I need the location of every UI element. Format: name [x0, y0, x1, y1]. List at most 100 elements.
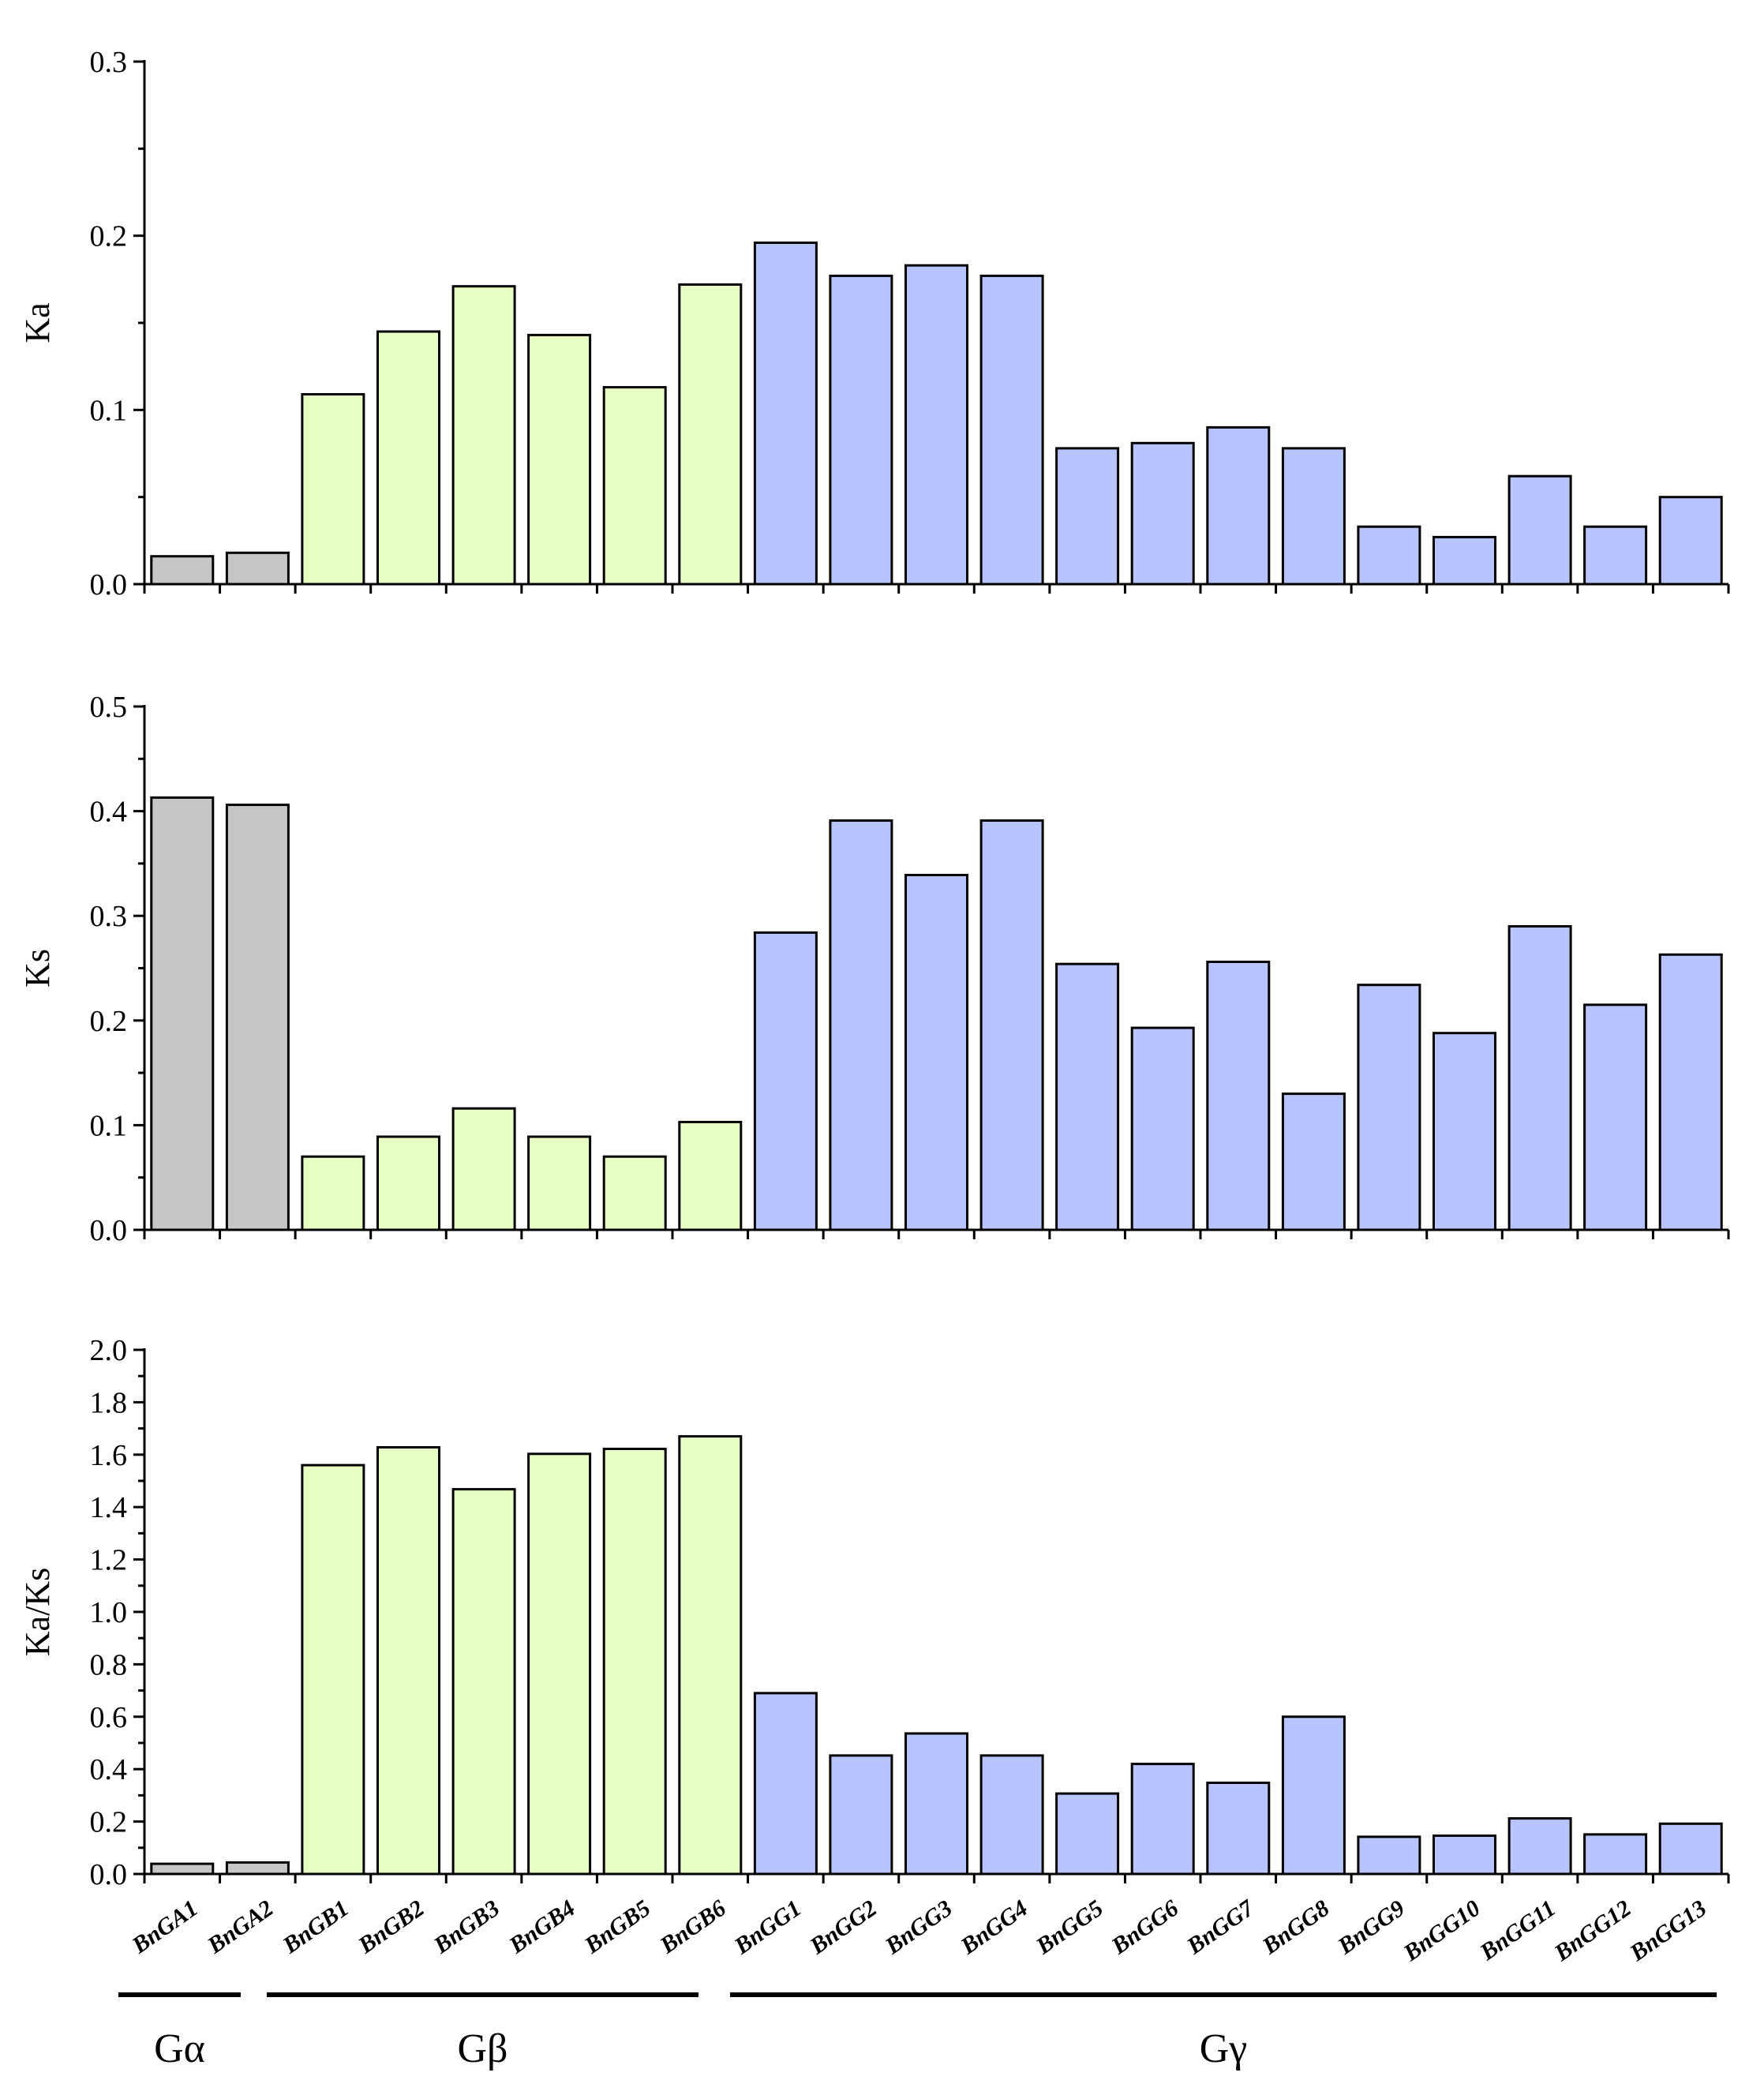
y-tick-label: 0.3	[90, 900, 128, 933]
y-tick-label: 1.2	[90, 1544, 128, 1577]
bar-BnGB2	[376, 1446, 440, 1876]
bar-BnGG5	[1055, 962, 1120, 1231]
bar-BnGG6	[1130, 1026, 1195, 1231]
category-label-BnGG13: BnGG13	[1624, 1895, 1711, 1967]
category-label-BnGB5: BnGB5	[579, 1895, 655, 1959]
bar-BnGA1	[150, 1862, 215, 1876]
bar-BnGA1	[150, 796, 215, 1231]
y-tick-label: 0.6	[90, 1701, 128, 1734]
category-label-BnGB6: BnGB6	[655, 1895, 731, 1959]
category-label-BnGG10: BnGG10	[1399, 1895, 1485, 1967]
y-tick-label: 1.8	[90, 1386, 128, 1419]
bar-BnGB4	[527, 1135, 592, 1231]
y-tick-label: 0.2	[90, 220, 128, 253]
bar-BnGB2	[376, 1135, 440, 1231]
category-label-BnGG3: BnGG3	[880, 1895, 957, 1960]
bar-BnGB5	[602, 1155, 667, 1231]
bar-BnGG8	[1281, 1715, 1346, 1876]
bar-BnGG9	[1357, 1835, 1421, 1876]
bar-BnGA2	[225, 1861, 290, 1876]
bar-BnGG6	[1130, 1763, 1195, 1876]
bar-BnGG12	[1583, 525, 1648, 586]
category-label-BnGA2: BnGA2	[202, 1895, 278, 1959]
group-annotations: Gα Gβ Gγ	[118, 1992, 1717, 2071]
bar-BnGB3	[451, 1488, 516, 1876]
bar-BnGG9	[1357, 984, 1421, 1231]
bar-BnGG4	[979, 1754, 1044, 1876]
bar-BnGG3	[904, 1732, 968, 1876]
bar-BnGB6	[678, 1435, 743, 1876]
y-tick-label: 0.1	[90, 1109, 128, 1142]
bar-BnGG1	[753, 931, 818, 1231]
bar-BnGA2	[225, 551, 290, 586]
category-label-BnGG7: BnGG7	[1182, 1894, 1259, 1960]
chart-panel-ka-ks: 0.0 0.2 0.4 0.6 0.8 1.0 1.2 1.4 1.6 1.8 2.0 Ka/Ks	[18, 1334, 1730, 1891]
bar-BnGG10	[1433, 535, 1496, 586]
group-label-b: Gβ	[457, 2026, 507, 2071]
category-label-BnGG2: BnGG2	[804, 1895, 882, 1960]
group-label-a: Gα	[154, 2026, 205, 2071]
category-label-BnGB3: BnGB3	[429, 1895, 504, 1959]
bar-BnGB3	[451, 1107, 516, 1231]
y-tick-label: 2.0	[90, 1334, 128, 1367]
bar-BnGG3	[904, 264, 968, 586]
bar-BnGG13	[1658, 1822, 1723, 1876]
category-label-BnGG5: BnGG5	[1031, 1895, 1108, 1960]
category-label-BnGG1: BnGG1	[729, 1895, 807, 1960]
y-tick-label: 0.8	[90, 1648, 128, 1681]
y-tick-label: 0.0	[90, 1858, 128, 1891]
bar-BnGA1	[150, 555, 215, 586]
category-label-BnGG8: BnGG8	[1257, 1895, 1335, 1960]
y-axis-title: Ka	[18, 302, 57, 343]
bar-BnGB5	[602, 386, 667, 586]
bar-BnGG11	[1507, 1817, 1572, 1876]
chart-panel-ks: 0.0 0.1 0.2 0.3 0.4 0.5 Ks	[18, 691, 1730, 1247]
bar-BnGG2	[829, 819, 893, 1231]
bar-BnGG11	[1507, 474, 1572, 586]
bar-BnGB1	[301, 1464, 365, 1876]
bar-BnGG8	[1281, 1092, 1346, 1231]
category-label-BnGG11: BnGG11	[1475, 1895, 1561, 1966]
bar-BnGB4	[527, 1452, 592, 1876]
bar-BnGG12	[1583, 1833, 1648, 1876]
y-tick-label: 1.4	[90, 1491, 128, 1524]
category-label-BnGG4: BnGG4	[955, 1895, 1032, 1960]
bar-BnGB5	[602, 1448, 667, 1876]
bar-BnGG10	[1433, 1032, 1496, 1231]
category-label-BnGB1: BnGB1	[278, 1895, 354, 1959]
category-label-BnGB4: BnGB4	[504, 1895, 579, 1959]
bar-BnGG1	[753, 242, 818, 586]
category-label-BnGB2: BnGB2	[353, 1895, 429, 1959]
bar-BnGG4	[979, 274, 1044, 586]
y-tick-label: 1.6	[90, 1439, 128, 1472]
bar-BnGG2	[829, 1754, 893, 1876]
y-tick-label: 0.0	[90, 568, 128, 602]
bar-BnGG10	[1433, 1835, 1496, 1876]
bar-BnGG13	[1658, 953, 1723, 1231]
bar-BnGB2	[376, 330, 440, 586]
bar-BnGA2	[225, 804, 290, 1231]
bar-BnGG7	[1206, 425, 1271, 586]
bar-BnGG9	[1357, 525, 1421, 586]
bar-BnGG3	[904, 874, 968, 1231]
bar-BnGG2	[829, 274, 893, 586]
y-tick-label: 0.2	[90, 1005, 128, 1038]
y-tick-label: 0.0	[90, 1214, 128, 1247]
bar-BnGG7	[1206, 1782, 1271, 1876]
bar-BnGG8	[1281, 447, 1346, 586]
y-tick-label: 0.4	[90, 1753, 128, 1786]
bar-BnGB1	[301, 1155, 365, 1231]
y-tick-label: 0.3	[90, 46, 128, 79]
category-label-BnGG9: BnGG9	[1332, 1895, 1410, 1960]
bar-BnGG7	[1206, 961, 1271, 1231]
bar-BnGG5	[1055, 447, 1120, 586]
y-axis-title: Ka/Ks	[18, 1568, 57, 1656]
y-tick-label: 0.5	[90, 691, 128, 724]
bar-BnGB6	[678, 1120, 743, 1231]
category-labels: BnGA1 BnGA2 BnGB1 BnGB2 BnGB3 BnGB4 BnGB5 BnGB6…	[127, 1894, 1712, 1966]
bar-BnGG1	[753, 1692, 818, 1876]
group-label-g: Gγ	[1200, 2026, 1248, 2071]
category-label-BnGG12: BnGG12	[1549, 1895, 1636, 1967]
bar-BnGB4	[527, 333, 592, 586]
